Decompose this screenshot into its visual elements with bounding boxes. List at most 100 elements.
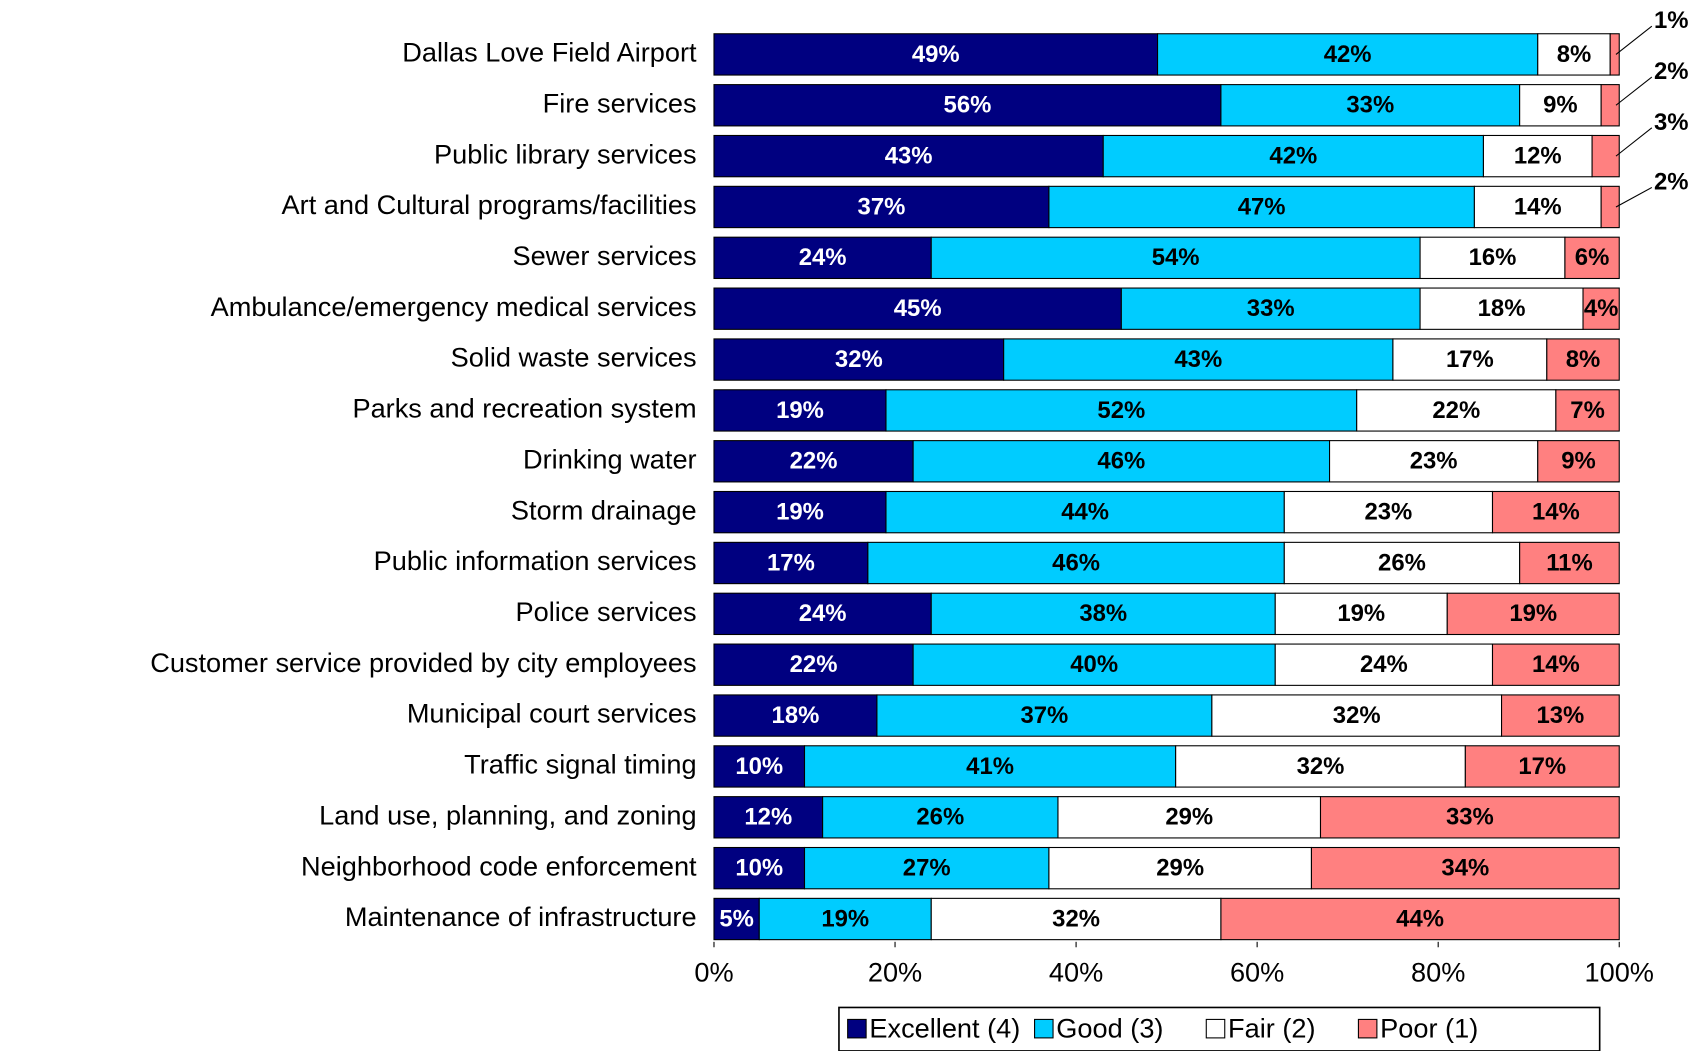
bar-segment <box>803 846 1050 890</box>
bar-segment <box>1211 694 1503 737</box>
legend-label: Excellent (4) <box>869 1012 1020 1043</box>
category-label: Police services <box>515 596 696 627</box>
value-label: 3% <box>1654 109 1689 136</box>
legend-label: Good (3) <box>1056 1012 1163 1043</box>
bar-segment <box>713 287 1122 330</box>
value-label: 33% <box>1446 804 1494 831</box>
leader-line <box>1615 186 1653 208</box>
category-label: Traffic signal timing <box>464 749 696 780</box>
value-label: 14% <box>1532 499 1580 526</box>
value-label: 52% <box>1097 397 1145 424</box>
leader-line <box>1615 127 1653 157</box>
bar-segment <box>1464 745 1620 788</box>
bar-segment <box>713 338 1005 381</box>
value-label: 19% <box>776 499 824 526</box>
value-label: 18% <box>772 702 820 729</box>
value-label: 22% <box>790 448 838 475</box>
bar-segment <box>713 643 914 686</box>
value-label: 44% <box>1061 499 1109 526</box>
value-label: 43% <box>885 143 933 170</box>
value-label: 32% <box>1333 702 1381 729</box>
category-label: Ambulance/emergency medical services <box>211 291 697 322</box>
value-label: 5% <box>719 905 754 932</box>
category-label: Art and Cultural programs/facilities <box>282 189 697 220</box>
bar-segment <box>1102 134 1484 178</box>
bar-segment <box>1564 236 1620 280</box>
value-label: 37% <box>1020 702 1068 729</box>
bar-segment <box>1491 490 1620 534</box>
bar-segment <box>1356 389 1557 432</box>
value-label: 16% <box>1469 244 1517 271</box>
bar-segment <box>713 440 914 483</box>
bar-segment <box>1537 440 1620 483</box>
bar-segment <box>713 33 1159 76</box>
leader-line <box>1615 25 1653 55</box>
bar-segment <box>803 745 1177 788</box>
value-label: 47% <box>1238 193 1286 220</box>
value-label: 32% <box>835 346 883 373</box>
value-label: 8% <box>1557 41 1592 68</box>
value-label: 34% <box>1441 855 1489 882</box>
value-label: 17% <box>1446 346 1494 373</box>
x-tick-label: 80% <box>1411 957 1465 988</box>
value-label: 18% <box>1478 295 1526 322</box>
value-label: 33% <box>1247 295 1295 322</box>
value-label: 22% <box>790 651 838 678</box>
value-label: 9% <box>1561 448 1596 475</box>
bar-segment <box>1120 287 1421 330</box>
value-label: 4% <box>1584 295 1619 322</box>
legend-swatch <box>1205 1018 1226 1039</box>
value-label: 2% <box>1654 58 1689 85</box>
bar-segment <box>713 897 760 941</box>
x-tick-label: 60% <box>1230 957 1284 988</box>
value-label: 49% <box>912 41 960 68</box>
category-label: Dallas Love Field Airport <box>402 37 697 68</box>
value-label: 22% <box>1432 397 1480 424</box>
bar-segment <box>758 897 932 941</box>
bar-segment <box>930 897 1222 941</box>
category-label: Drinking water <box>523 443 697 474</box>
bar-segment <box>1546 338 1620 381</box>
bar-segment <box>1482 134 1593 178</box>
bar-segment <box>713 185 1050 229</box>
value-label: 7% <box>1570 397 1605 424</box>
value-label: 10% <box>735 753 783 780</box>
bar-segment <box>713 694 878 737</box>
bar-segment <box>1609 33 1620 76</box>
bar-segment <box>1600 84 1620 127</box>
value-label: 14% <box>1532 651 1580 678</box>
x-tick-label: 20% <box>868 957 922 988</box>
value-label: 14% <box>1514 193 1562 220</box>
category-label: Municipal court services <box>407 698 697 729</box>
legend-label: Poor (1) <box>1380 1012 1478 1043</box>
value-label: 24% <box>799 600 847 627</box>
bar-segment <box>1473 185 1602 229</box>
value-label: 19% <box>1509 600 1557 627</box>
legend-swatch <box>847 1018 867 1039</box>
value-label: 46% <box>1097 448 1145 475</box>
category-label: Fire services <box>543 87 697 118</box>
value-label: 19% <box>1337 600 1385 627</box>
value-label: 32% <box>1297 753 1345 780</box>
bar-segment <box>1491 643 1620 686</box>
bar-segment <box>1220 897 1620 941</box>
value-label: 32% <box>1052 905 1100 932</box>
value-label: 29% <box>1156 855 1204 882</box>
value-label: 8% <box>1566 346 1601 373</box>
value-label: 13% <box>1536 702 1584 729</box>
bar-segment <box>1274 592 1448 636</box>
bar-segment <box>1157 33 1539 76</box>
bar-segment <box>1501 694 1620 737</box>
value-label: 38% <box>1079 600 1127 627</box>
category-label: Customer service provided by city employ… <box>150 647 696 678</box>
bar-segment <box>1537 33 1611 76</box>
bar-segment <box>867 541 1285 585</box>
bar-segment <box>1319 796 1620 839</box>
value-label: 27% <box>903 855 951 882</box>
value-label: 54% <box>1152 244 1200 271</box>
value-label: 17% <box>767 549 815 576</box>
category-label: Storm drainage <box>511 494 697 525</box>
value-label: 1% <box>1654 7 1689 34</box>
bar-segment <box>713 490 887 534</box>
